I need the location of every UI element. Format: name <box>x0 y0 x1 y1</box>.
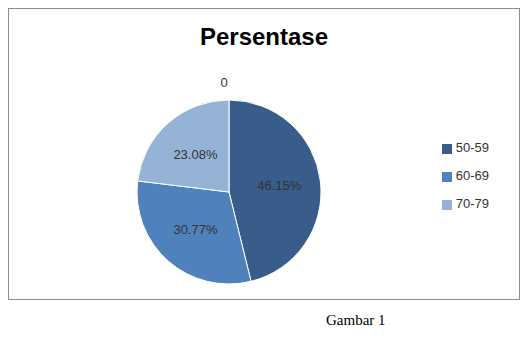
html-text:Persentase: Persentase <box>200 23 328 50</box>
svg-text:30.77%: 30.77% <box>173 222 218 237</box>
html-text:0: 0 <box>220 75 228 90</box>
html-text:Gambar 1: Gambar 1 <box>326 312 386 328</box>
html-text:50-59: 50-59 <box>455 140 489 155</box>
html-text:60-69: 60-69 <box>455 168 489 183</box>
svg-text:46.15%: 46.15% <box>257 178 302 193</box>
svg-text:23.08%: 23.08% <box>173 147 218 162</box>
html-text:70-79: 70-79 <box>455 196 489 211</box>
